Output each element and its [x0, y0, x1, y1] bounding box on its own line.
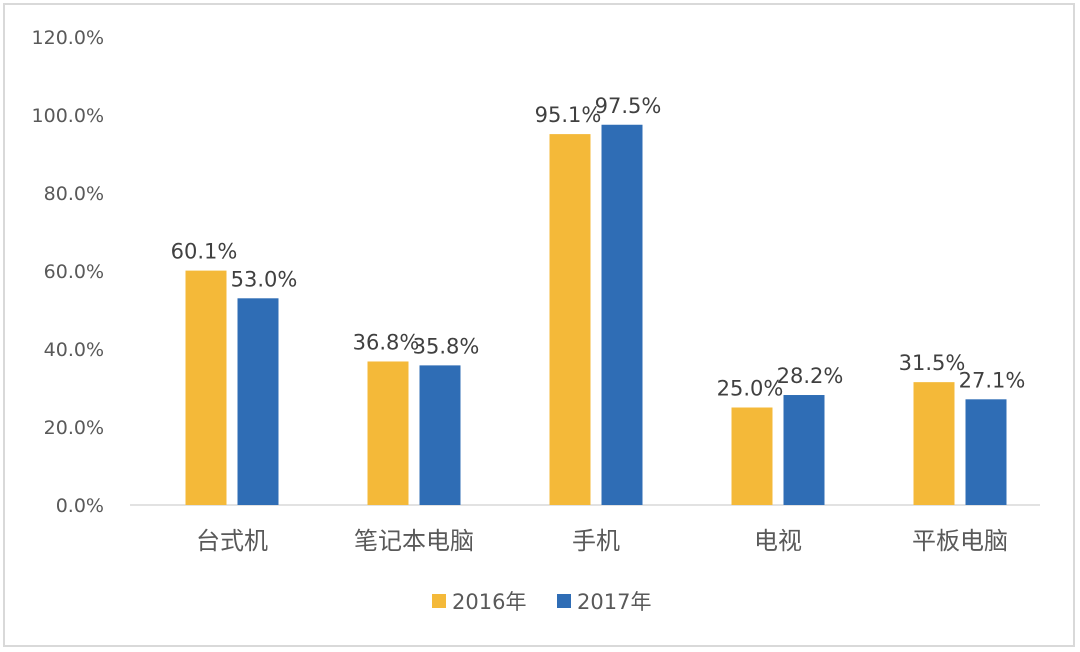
- data-label: 36.8%: [353, 330, 420, 354]
- bar-series2-0: [237, 298, 279, 505]
- category-label: 电视: [754, 527, 802, 555]
- data-label: 25.0%: [717, 377, 784, 401]
- data-label: 31.5%: [899, 351, 966, 375]
- data-label: 53.0%: [231, 267, 298, 291]
- category-label: 手机: [572, 527, 620, 555]
- bar-series2-3: [783, 395, 825, 505]
- chart-frame: [3, 3, 1075, 647]
- bar-series1-0: [185, 270, 227, 505]
- y-tick-label: 80.0%: [44, 183, 104, 205]
- bar-series1-1: [367, 361, 409, 505]
- bar-series2-4: [965, 399, 1007, 505]
- y-axis-ticks: 0.0% 20.0% 40.0% 60.0% 80.0% 100.0% 120.0%: [32, 27, 104, 517]
- y-tick-label: 0.0%: [56, 495, 104, 517]
- data-label: 27.1%: [959, 368, 1026, 392]
- category-label: 台式机: [196, 527, 268, 555]
- bar-series1-2: [549, 134, 591, 506]
- data-label: 35.8%: [413, 334, 480, 358]
- category-labels: 台式机 笔记本电脑 手机 电视 平板电脑: [196, 527, 1008, 555]
- bars: [185, 124, 1007, 506]
- legend: 2016年 2017年: [432, 590, 651, 614]
- bar-series1-4: [913, 382, 955, 505]
- data-label: 97.5%: [595, 94, 662, 118]
- legend-swatch-1: [432, 594, 446, 608]
- y-tick-label: 40.0%: [44, 339, 104, 361]
- y-tick-label: 60.0%: [44, 261, 104, 283]
- data-labels: 60.1% 53.0% 36.8%35.8% 95.1%97.5% 25.0%28.2%…: [171, 94, 1026, 401]
- data-label: 28.2%: [777, 364, 844, 388]
- bar-series2-1: [419, 365, 461, 505]
- bar-series1-3: [731, 407, 773, 505]
- y-tick-label: 100.0%: [32, 105, 104, 127]
- category-label: 平板电脑: [912, 527, 1008, 555]
- legend-label-2: 2017年: [577, 590, 651, 614]
- bar-series2-2: [601, 124, 643, 505]
- y-tick-label: 120.0%: [32, 27, 104, 49]
- category-label: 笔记本电脑: [354, 527, 474, 555]
- data-label: 60.1%: [171, 240, 238, 264]
- legend-label-1: 2016年: [452, 590, 526, 614]
- legend-swatch-2: [557, 594, 571, 608]
- data-label: 95.1%: [535, 103, 602, 127]
- y-tick-label: 20.0%: [44, 417, 104, 439]
